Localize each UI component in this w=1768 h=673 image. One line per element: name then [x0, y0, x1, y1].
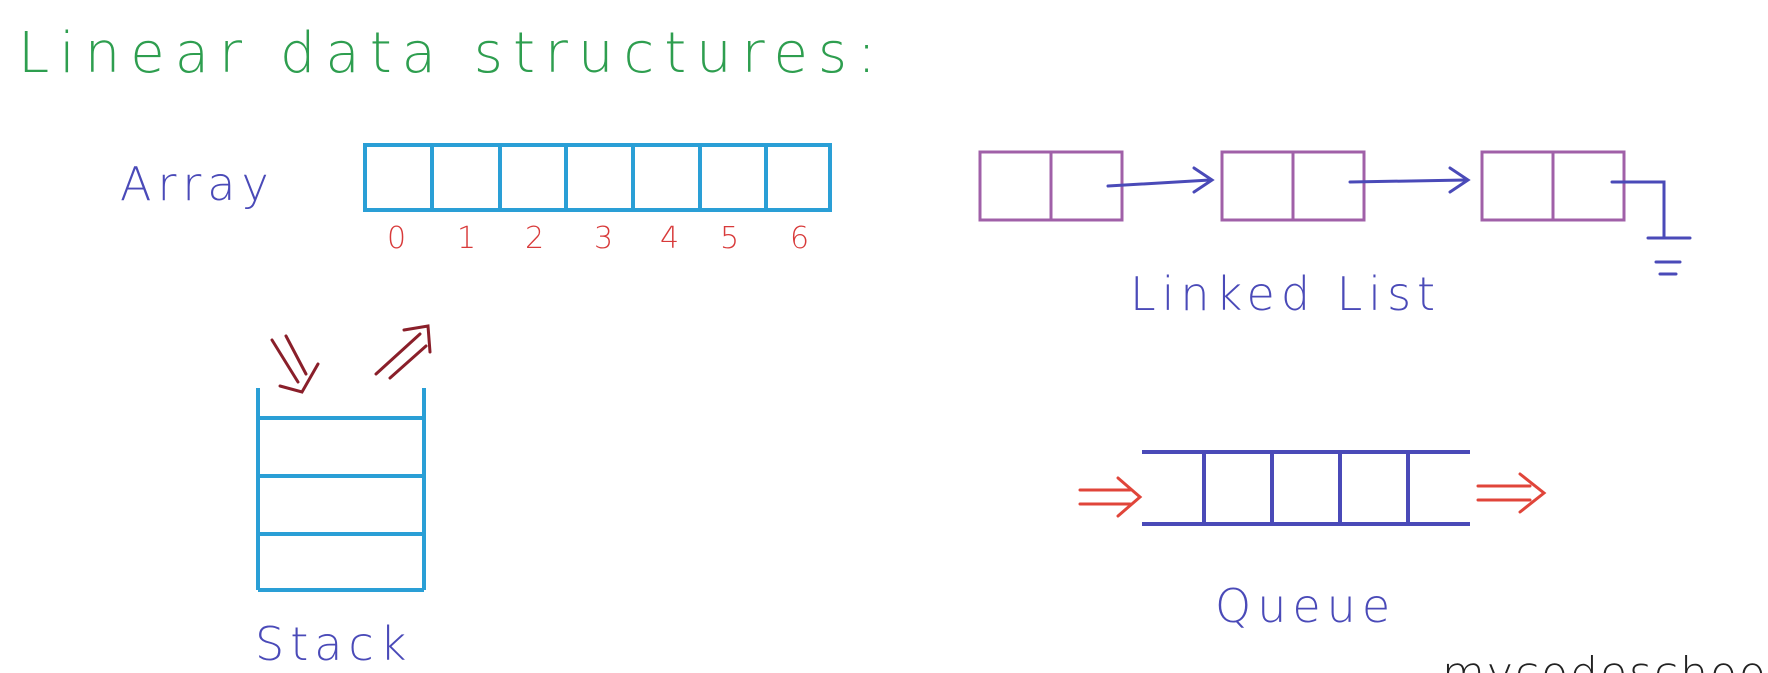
array-label: Array [120, 157, 275, 211]
array-index-3: 3 [594, 221, 613, 256]
array-index-4: 4 [660, 221, 679, 256]
null-ground-icon [1610, 180, 1692, 276]
array-section: Array 0 1 2 3 4 5 6 [120, 143, 832, 256]
stack-section: Stack [255, 324, 432, 671]
linked-list-pointer-arrow [1106, 166, 1215, 194]
linked-list-section: Linked List [978, 150, 1692, 321]
linked-list-node-1 [978, 150, 1124, 222]
stack-container [256, 388, 426, 592]
stack-push-arrow-icon [270, 334, 320, 394]
stack-cells [258, 416, 424, 536]
stack-label: Stack [255, 617, 412, 671]
array-index-6: 6 [790, 221, 809, 256]
linked-list-pointer-arrow [1348, 166, 1471, 194]
queue-container [1142, 450, 1470, 526]
queue-dequeue-arrow-icon [1476, 472, 1547, 514]
queue-cells [1202, 452, 1410, 524]
array-index-5: 5 [720, 221, 739, 256]
diagram-title: Linear data structures: [18, 21, 886, 86]
array-index-0: 0 [387, 221, 406, 256]
array-cells [430, 145, 768, 210]
stack-pop-arrow-icon [374, 324, 432, 380]
watermark: mycodeschool [1442, 648, 1768, 673]
linked-list-label: Linked List [1130, 267, 1441, 321]
linked-list-node-2 [1220, 150, 1366, 222]
linked-list-node-3 [1480, 150, 1626, 222]
array-indices: 0 1 2 3 4 5 6 [387, 221, 809, 256]
array-index-2: 2 [525, 221, 544, 256]
queue-label: Queue [1215, 579, 1396, 633]
queue-enqueue-arrow-icon [1078, 476, 1143, 518]
queue-section: Queue [1078, 450, 1547, 633]
array-index-1: 1 [457, 221, 476, 256]
array-outline [363, 143, 832, 212]
